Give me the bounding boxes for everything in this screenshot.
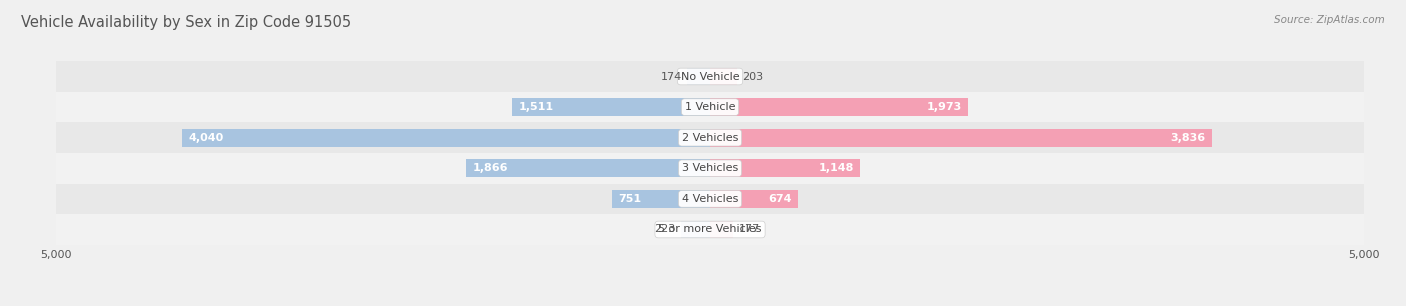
Text: 5 or more Vehicles: 5 or more Vehicles	[658, 225, 762, 234]
Bar	[56, 61, 1364, 92]
Text: 3,836: 3,836	[1170, 133, 1205, 143]
Text: 203: 203	[742, 72, 763, 81]
Text: No Vehicle: No Vehicle	[681, 72, 740, 81]
Text: 177: 177	[738, 225, 759, 234]
Text: Vehicle Availability by Sex in Zip Code 91505: Vehicle Availability by Sex in Zip Code …	[21, 15, 351, 30]
Text: 1 Vehicle: 1 Vehicle	[685, 102, 735, 112]
Bar	[56, 184, 1364, 214]
Text: 4 Vehicles: 4 Vehicles	[682, 194, 738, 204]
Text: Source: ZipAtlas.com: Source: ZipAtlas.com	[1274, 15, 1385, 25]
Text: 1,511: 1,511	[519, 102, 554, 112]
Text: 1,973: 1,973	[927, 102, 962, 112]
Text: 751: 751	[619, 194, 641, 204]
Bar	[56, 153, 1364, 184]
Bar	[710, 129, 1212, 147]
Text: 1,866: 1,866	[472, 163, 508, 173]
Text: 174: 174	[661, 72, 682, 81]
Text: 1,148: 1,148	[818, 163, 853, 173]
Bar	[512, 98, 710, 116]
Text: 223: 223	[654, 225, 676, 234]
Text: 3 Vehicles: 3 Vehicles	[682, 163, 738, 173]
Bar	[710, 190, 799, 208]
Bar	[710, 159, 860, 177]
Bar	[612, 190, 710, 208]
Bar	[710, 221, 733, 238]
Text: 4,040: 4,040	[188, 133, 224, 143]
Text: 674: 674	[768, 194, 792, 204]
Bar	[56, 122, 1364, 153]
Text: 2 Vehicles: 2 Vehicles	[682, 133, 738, 143]
Bar	[688, 68, 710, 85]
Bar	[681, 221, 710, 238]
Bar	[181, 129, 710, 147]
Bar	[710, 98, 967, 116]
Bar	[56, 92, 1364, 122]
Bar	[710, 68, 737, 85]
Bar	[465, 159, 710, 177]
Bar	[56, 214, 1364, 245]
